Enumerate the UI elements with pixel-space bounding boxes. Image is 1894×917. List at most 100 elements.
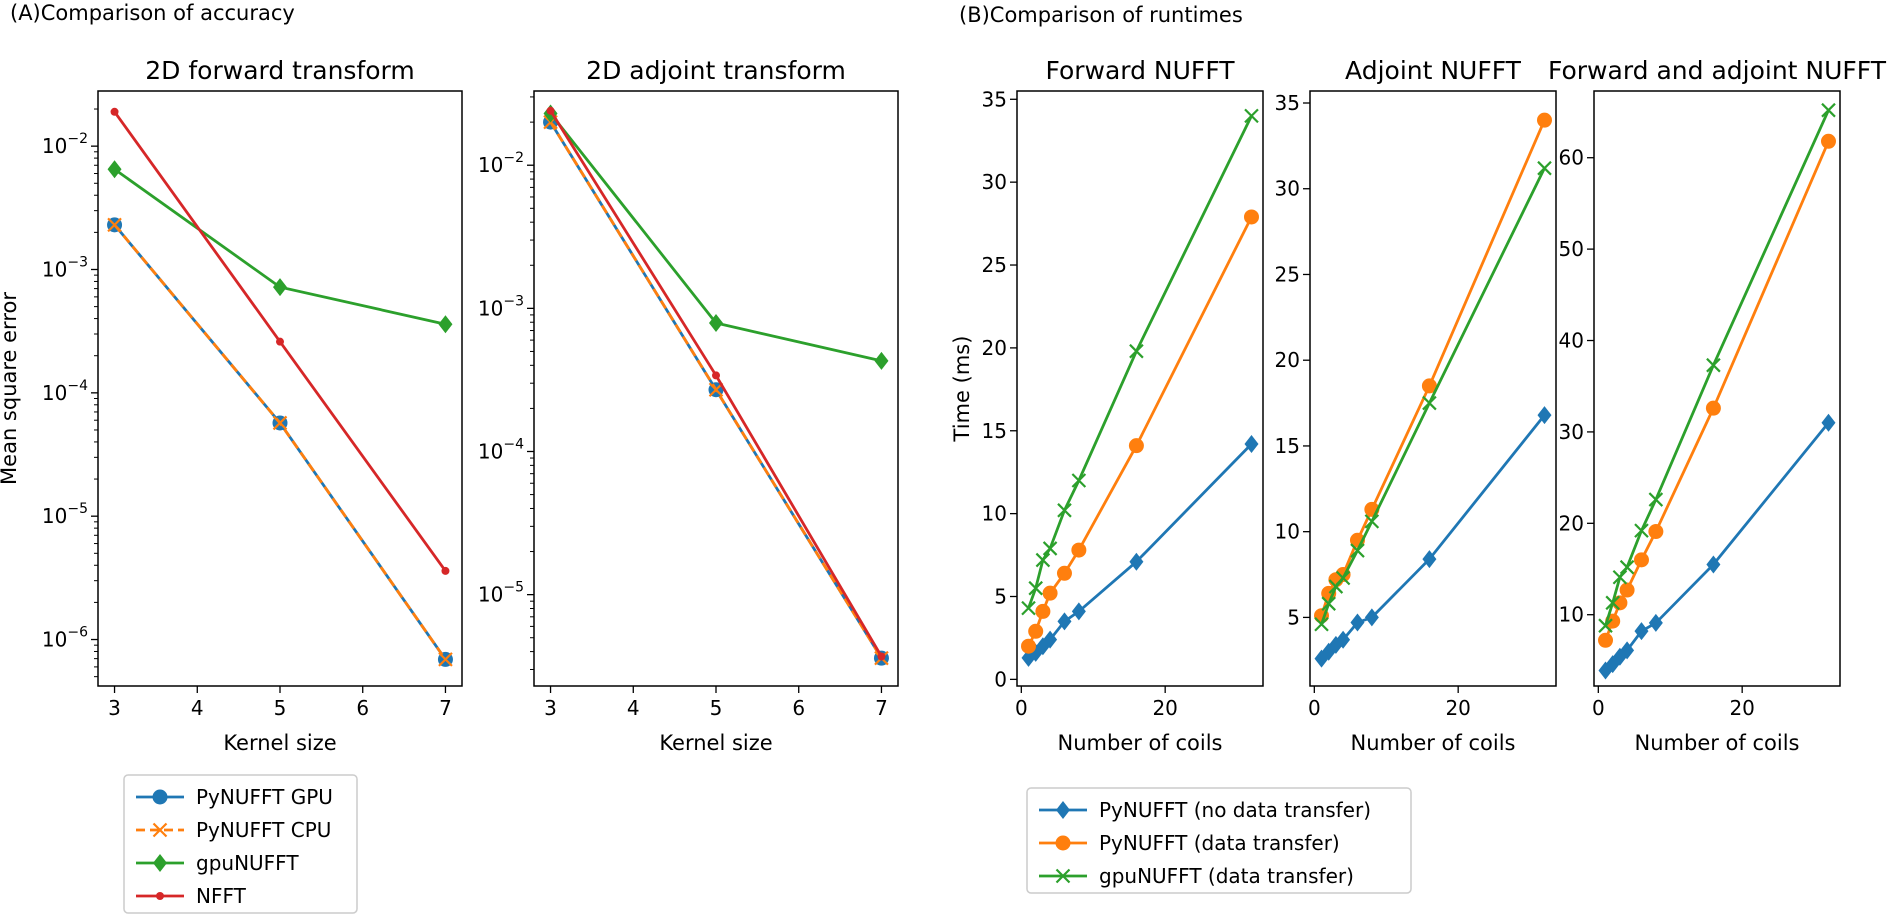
legend-label: gpuNUFFT (data transfer): [1099, 864, 1354, 888]
series-pynufft-data-transfer: [1314, 112, 1552, 624]
plot-frame: [1593, 90, 1841, 687]
legend-label: PyNUFFT CPU: [196, 818, 331, 842]
data-point: [1620, 641, 1635, 660]
data-point: [276, 337, 284, 346]
x-tick-label: 6: [792, 696, 805, 720]
y-tick-label: 15: [1275, 434, 1300, 458]
x-axis-label: Number of coils: [1635, 731, 1800, 755]
data-point: [1634, 523, 1649, 538]
data-point: [1042, 541, 1058, 556]
x-tick-label: 6: [356, 696, 369, 720]
data-point: [110, 107, 119, 116]
data-point: [1321, 596, 1336, 611]
data-point: [1633, 552, 1649, 568]
x-tick-label: 5: [710, 696, 723, 720]
legend-entry-gpunufft: gpuNUFFT: [136, 851, 299, 875]
x-tick-label: 4: [191, 696, 204, 720]
legend-marker: [156, 892, 164, 900]
legend-entry-nfft: NFFT: [136, 884, 247, 908]
data-point: [1422, 550, 1437, 569]
data-point: [1705, 400, 1721, 416]
chart-2d-forward-transform: 10−6 10−5 10−4 10−3 10−2 3 4 5 6 7 2D forward tran…: [0, 56, 463, 755]
legend-frame: [123, 774, 358, 914]
y-tick-label: 0: [994, 667, 1007, 691]
y-tick-label: 10−4: [42, 378, 88, 405]
y-tick-label: 50: [1559, 237, 1584, 261]
series-gpunufft-data-transfer: [1314, 160, 1552, 632]
x-axis-label: Kernel size: [659, 731, 772, 755]
data-point: [1706, 555, 1721, 574]
data-point: [272, 415, 288, 431]
series-line: [1027, 115, 1253, 609]
legend-entry-pynufft-no-data-transfer: PyNUFFT (no data transfer): [1039, 798, 1371, 822]
series-line: [1604, 109, 1830, 627]
data-point: [1537, 160, 1552, 176]
x-tick-label: 4: [627, 696, 640, 720]
series-line: [1027, 216, 1253, 647]
legend-label: PyNUFFT (data transfer): [1099, 831, 1340, 855]
y-axis-label: Mean square error: [0, 292, 21, 485]
y-tick-label: 10−2: [478, 150, 524, 177]
data-point: [1537, 406, 1552, 425]
plots: 10−6 10−5 10−4 10−3 10−2 3 4 5 6 7 2D forward tran…: [0, 56, 1887, 755]
series-pynufft-no-data-transfer: [1021, 435, 1259, 667]
data-point: [1598, 618, 1613, 633]
y-tick-label: 40: [1559, 329, 1584, 353]
y-tick-label: 25: [1275, 262, 1300, 286]
data-point: [1071, 542, 1087, 558]
legend-runtimes: PyNUFFT (no data transfer) PyNUFFT (data …: [1026, 787, 1412, 894]
y-tick-label: 30: [1559, 420, 1584, 444]
series-pynufft-data-transfer: [1021, 209, 1259, 654]
y-tick-label: 10−6: [42, 625, 88, 652]
data-point: [709, 314, 723, 333]
data-point: [1035, 603, 1051, 619]
chart-title: 2D forward transform: [145, 56, 414, 85]
legend-marker: [153, 854, 167, 872]
x-tick-label: 3: [544, 696, 557, 720]
legend-marker: [1056, 801, 1070, 819]
data-point: [1244, 435, 1259, 454]
y-axis-label: Time (ms): [950, 336, 974, 443]
data-point: [1536, 112, 1552, 128]
data-point: [107, 160, 122, 179]
data-point: [546, 106, 555, 115]
data-point: [1619, 559, 1635, 575]
data-point: [1350, 543, 1365, 558]
chart-forward-and-adjoint-nufft: 10 20 30 40 50 60 0 20 Forward and adjoint NUFFT…: [1548, 56, 1887, 755]
series-nfft: [546, 106, 886, 661]
plot-frame: [1016, 90, 1264, 687]
y-tick-label: 30: [982, 170, 1007, 194]
y-tick-label: 35: [1275, 91, 1300, 115]
data-point: [1056, 565, 1072, 581]
series-nfft: [110, 107, 450, 575]
data-point: [1598, 632, 1614, 648]
y-tick-label: 10−2: [42, 131, 88, 158]
series-line: [1320, 167, 1546, 625]
data-point: [1335, 570, 1351, 586]
data-point: [1021, 638, 1037, 654]
y-tick-label: 20: [1559, 511, 1584, 535]
data-point: [1021, 600, 1036, 616]
data-point: [1035, 552, 1051, 568]
x-tick-label: 5: [274, 696, 287, 720]
x-axis-label: Number of coils: [1351, 731, 1516, 755]
x-tick-label: 20: [1445, 696, 1470, 720]
legend-frame: [1026, 787, 1412, 894]
data-point: [1071, 473, 1087, 488]
legend-marker: [1055, 868, 1071, 884]
legend-marker: [152, 822, 168, 838]
legend-label: gpuNUFFT: [196, 851, 299, 875]
y-tick-label: 30: [1275, 177, 1300, 201]
series-gpunufft: [107, 160, 453, 334]
data-point: [874, 351, 889, 370]
data-point: [1605, 595, 1620, 611]
data-point: [1057, 612, 1072, 631]
x-tick-label: 0: [1015, 696, 1028, 720]
series-pynufft-no-data-transfer: [1314, 406, 1552, 668]
chart-forward-nufft: 0 5 10 15 20 25 30 35 0 20 Forward NUFFT Number of …: [950, 56, 1264, 755]
data-point: [1619, 582, 1635, 598]
y-tick-label: 10−3: [478, 293, 524, 320]
y-tick-label: 10−4: [478, 436, 524, 463]
data-point: [1244, 108, 1259, 124]
y-tick-label: 20: [982, 336, 1007, 360]
